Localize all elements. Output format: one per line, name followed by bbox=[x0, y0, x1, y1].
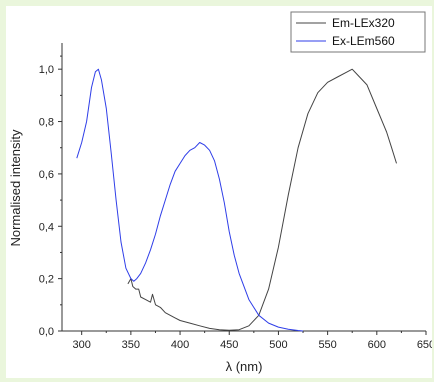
y-tick-label: 1,0 bbox=[39, 64, 54, 76]
x-tick-label: 500 bbox=[269, 339, 287, 351]
legend-label-ex-lem560: Ex-LEm560 bbox=[332, 34, 395, 48]
series-group bbox=[76, 68, 397, 332]
y-tick-label: 0,4 bbox=[39, 221, 54, 233]
x-tick-label: 350 bbox=[122, 339, 140, 351]
chart-frame: 300 350 400 450 500 550 600 650 0,0 0,2 0,4 0,6 0,8… bbox=[6, 6, 432, 378]
x-ticks: 300 350 400 450 500 550 600 650 bbox=[72, 331, 432, 351]
x-tick-label: 300 bbox=[72, 339, 90, 351]
x-axis-title: λ (nm) bbox=[226, 359, 263, 374]
line-chart: 300 350 400 450 500 550 600 650 0,0 0,2 0,4 0,6 0,8… bbox=[8, 11, 432, 374]
legend: Em-LEx320 Ex-LEm560 bbox=[290, 11, 426, 53]
axes bbox=[61, 43, 426, 332]
y-tick-label: 0,2 bbox=[39, 274, 54, 286]
y-axis-title: Normalised intensity bbox=[8, 129, 23, 247]
series-line-ex-lem560 bbox=[76, 68, 304, 332]
legend-label-em-lex320: Em-LEx320 bbox=[332, 16, 395, 30]
x-tick-label: 550 bbox=[318, 339, 336, 351]
x-tick-label: 450 bbox=[220, 339, 238, 351]
x-tick-label: 600 bbox=[368, 339, 386, 351]
series-line-em-lex320 bbox=[127, 68, 397, 331]
y-ticks: 0,0 0,2 0,4 0,6 0,8 1,0 bbox=[39, 55, 62, 338]
y-tick-label: 0,6 bbox=[39, 169, 54, 181]
legend-box bbox=[290, 11, 426, 53]
y-tick-label: 0,8 bbox=[39, 117, 54, 129]
y-tick-label: 0,0 bbox=[39, 326, 54, 338]
x-tick-label: 400 bbox=[171, 339, 189, 351]
x-tick-label: 650 bbox=[417, 339, 432, 351]
